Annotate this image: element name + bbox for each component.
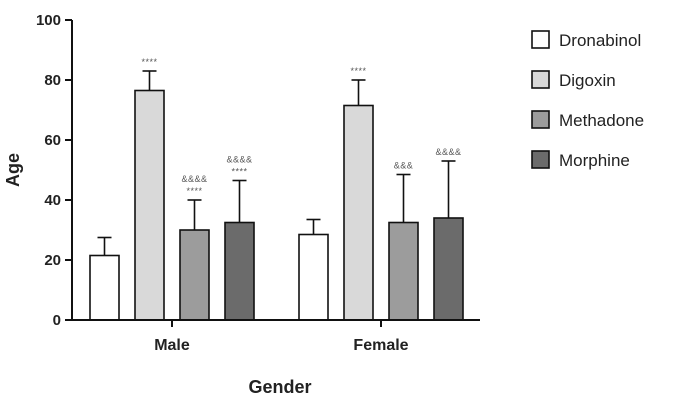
chart-marks: **** **** &&&& **** &&& &&&& **** &&&& <box>89 57 464 321</box>
annotation-methadone-male: &&&& **** <box>181 174 207 196</box>
bar-dronabinol-female <box>298 233 329 321</box>
chart-legend: Dronabinol Digoxin Methadone Morphine <box>531 30 644 170</box>
legend-swatch-morphine <box>531 150 550 169</box>
legend-label-digoxin: Digoxin <box>559 71 616 90</box>
legend-swatch-dronabinol <box>531 30 550 49</box>
y-tick-label-60: 60 <box>44 132 61 149</box>
y-tick-label-20: 20 <box>44 252 61 269</box>
chart-axes: 0 20 40 60 80 100 Male Female Gender Age <box>3 12 480 397</box>
bar-methadone-female <box>388 221 419 321</box>
x-axis-title: Gender <box>248 377 311 397</box>
y-axis-title: Age <box>3 153 23 187</box>
legend-label-methadone: Methadone <box>559 111 644 130</box>
x-tick-label-male: Male <box>154 337 190 354</box>
x-tick-label-female: Female <box>353 337 408 354</box>
annotation-digoxin-male: **** <box>141 57 157 67</box>
bar-dronabinol-male <box>89 254 120 321</box>
y-tick-label-0: 0 <box>53 312 61 329</box>
annotation-morphine-female: &&&& <box>435 147 461 157</box>
legend-swatch-digoxin <box>531 70 550 89</box>
annotation-morphine-male: &&&& **** <box>226 155 252 177</box>
bar-digoxin-male <box>134 89 165 321</box>
y-tick-label-40: 40 <box>44 192 61 209</box>
annotation-methadone-female: &&& <box>394 161 414 171</box>
y-tick-label-80: 80 <box>44 72 61 89</box>
bar-morphine-male <box>224 221 255 321</box>
y-tick-label-100: 100 <box>36 12 61 29</box>
bar-digoxin-female <box>343 104 374 321</box>
bar-methadone-male <box>179 229 210 321</box>
annotation-digoxin-female: **** <box>350 66 366 76</box>
legend-swatch-methadone <box>531 110 550 129</box>
bar-morphine-female <box>433 217 464 321</box>
legend-label-morphine: Morphine <box>559 151 630 170</box>
legend-label-dronabinol: Dronabinol <box>559 31 641 50</box>
